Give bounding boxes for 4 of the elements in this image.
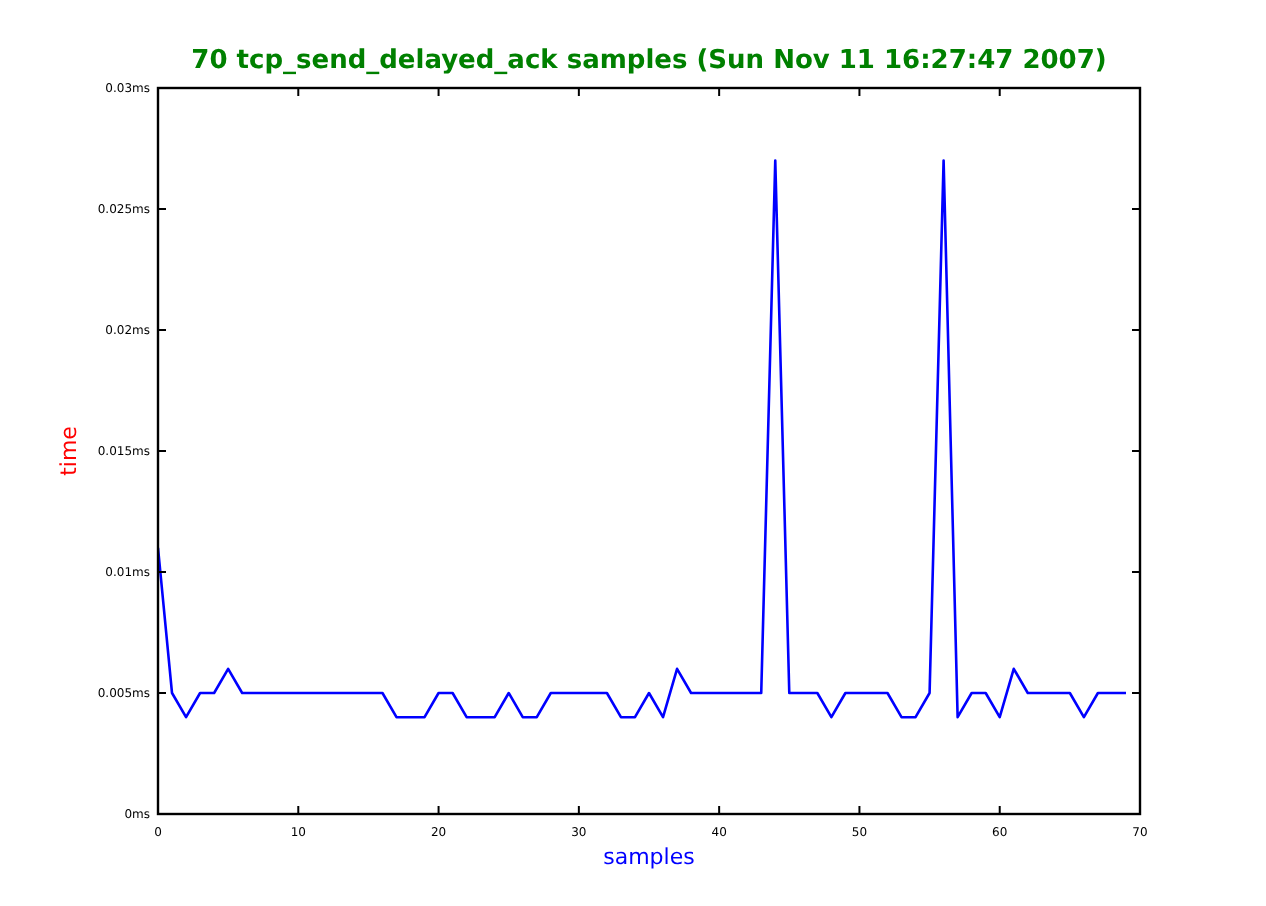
y-axis-title: time [56, 425, 82, 476]
chart-title: 70 tcp_send_delayed_ack samples (Sun Nov 11 16:27:47 2007) [191, 46, 1107, 76]
x-axis-title: samples [603, 844, 696, 870]
line-series [158, 159, 1128, 719]
